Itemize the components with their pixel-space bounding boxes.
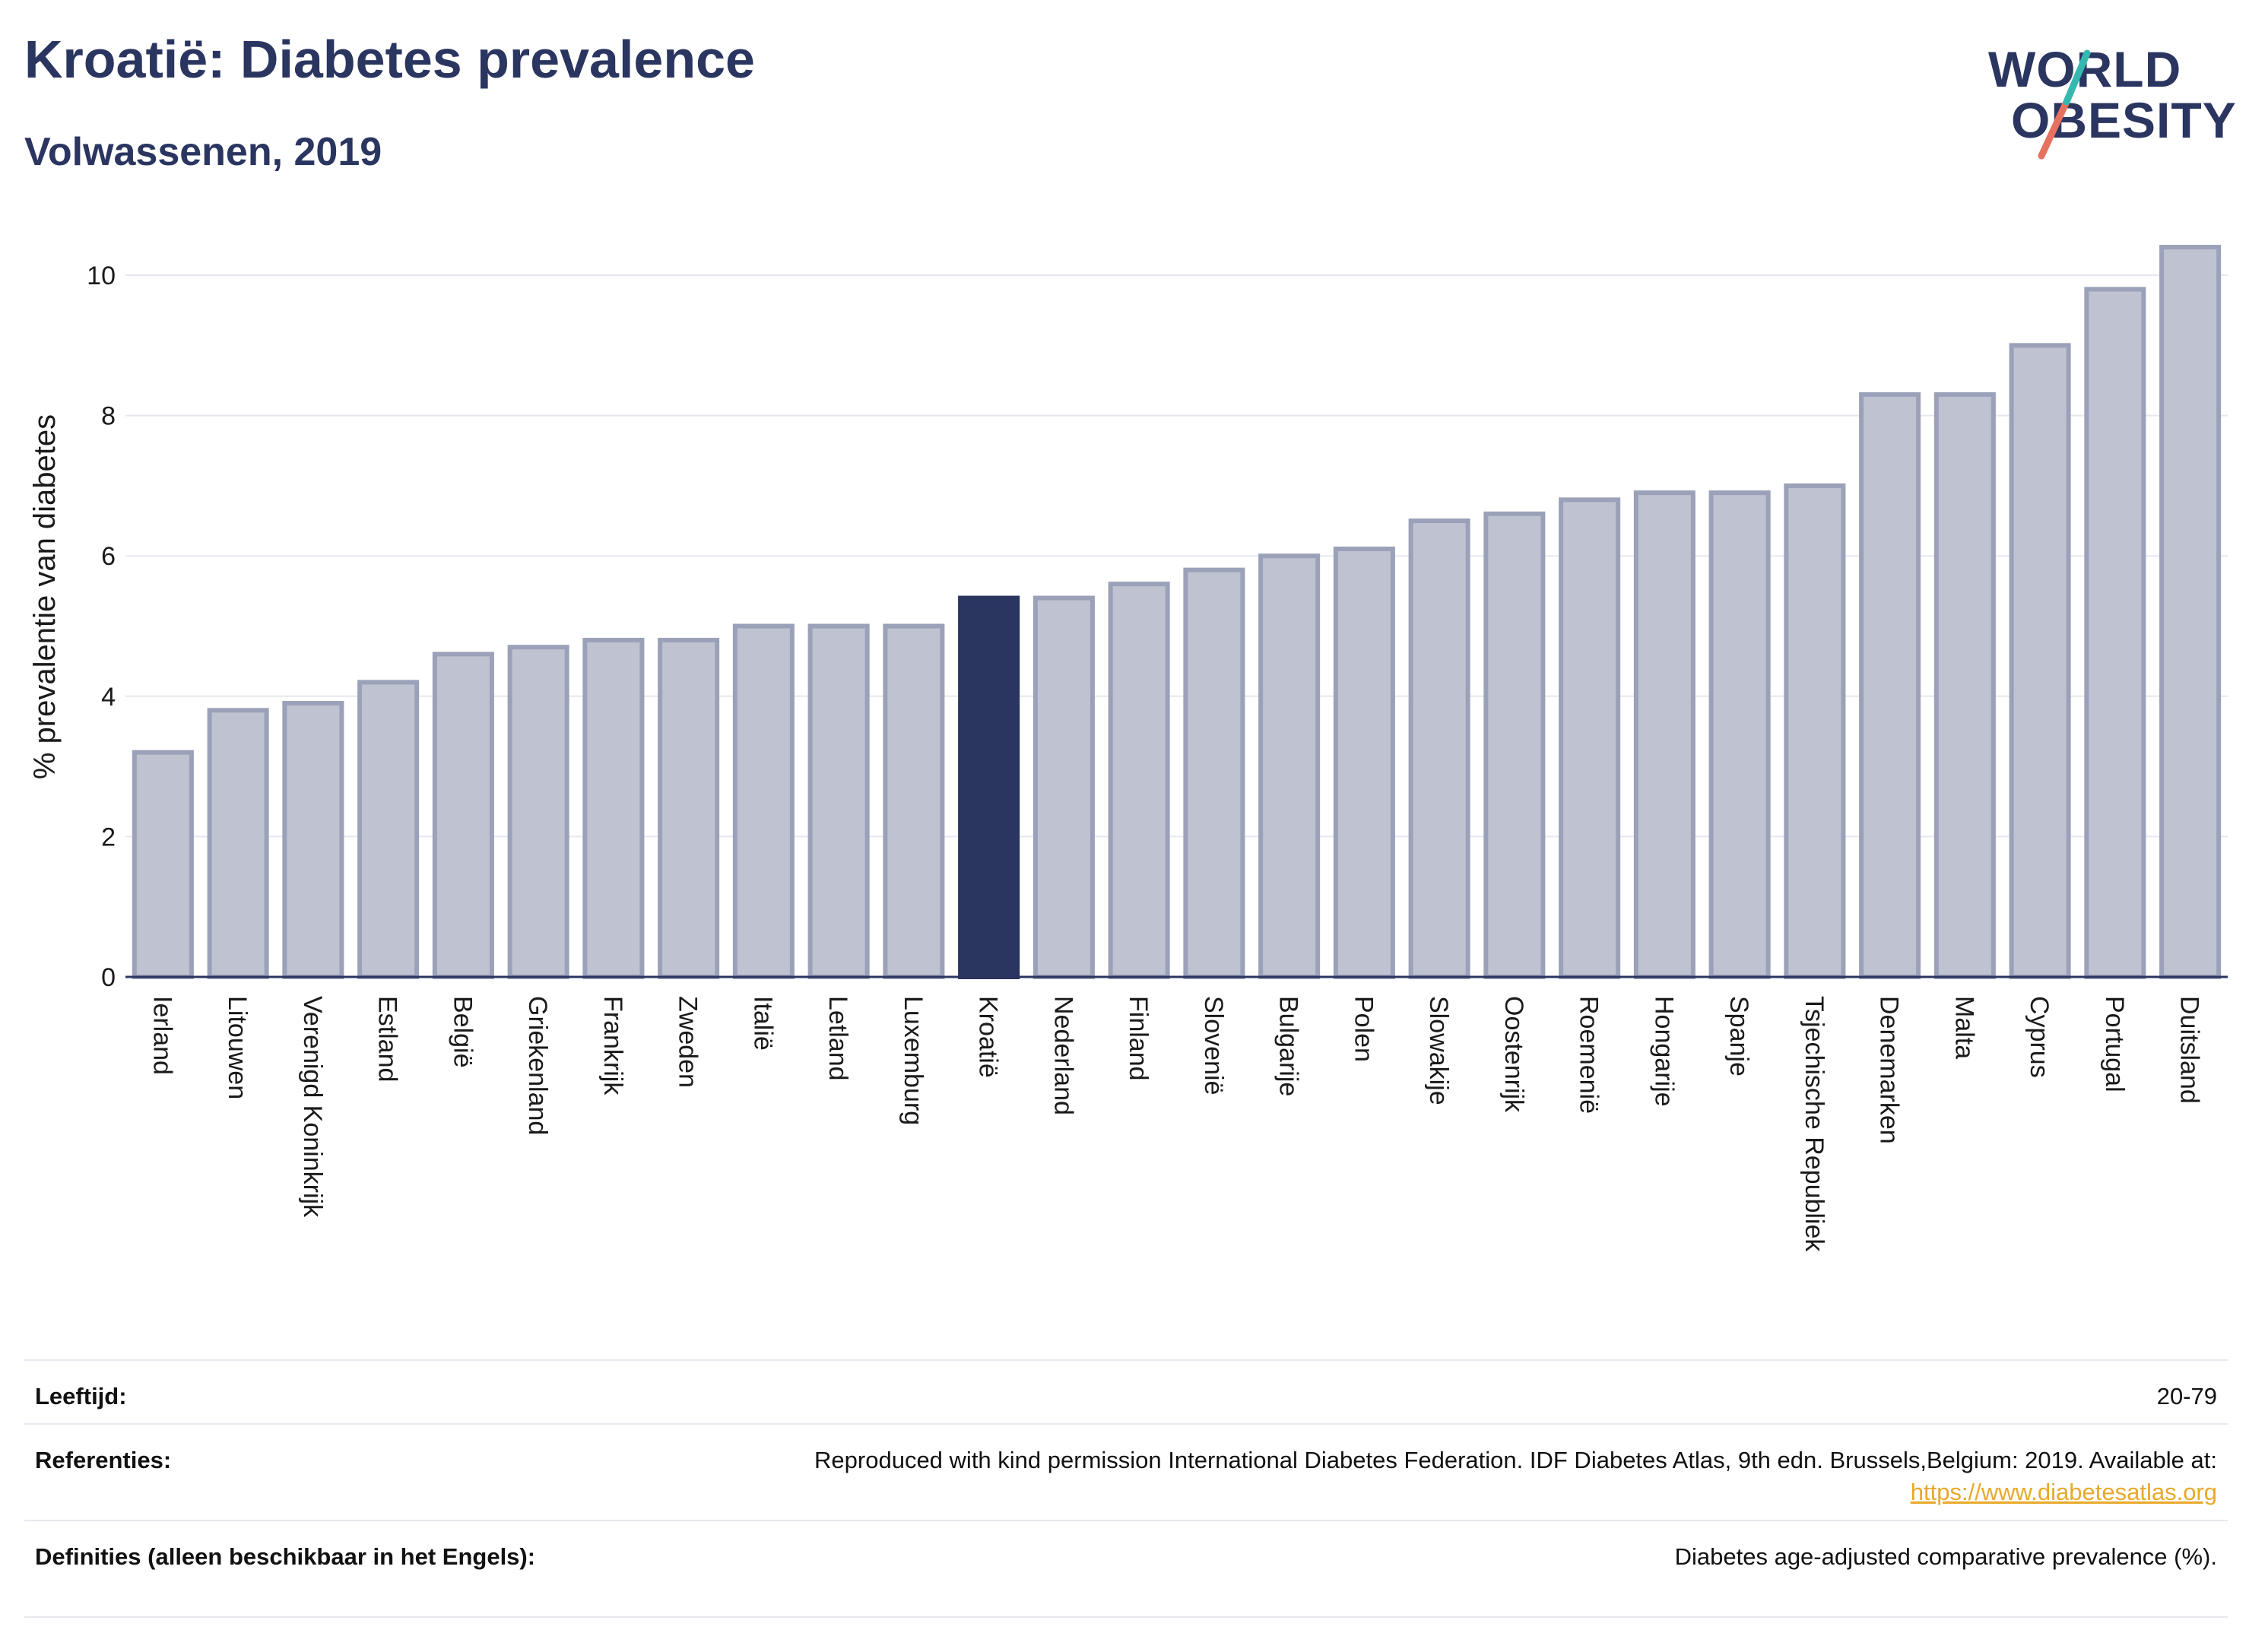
x-tick-label: Cyprus — [2025, 996, 2054, 1078]
age-label: Leeftijd: — [35, 1383, 127, 1409]
bars — [125, 245, 2228, 980]
bar[interactable] — [582, 637, 645, 980]
x-tick-label: Luxemburg — [899, 996, 928, 1125]
age-value: 20-79 — [2156, 1383, 2217, 1409]
bar[interactable] — [2009, 343, 2071, 979]
bar[interactable] — [2159, 245, 2222, 979]
y-tick-label: 6 — [101, 542, 116, 571]
y-tick-label: 0 — [101, 963, 116, 992]
x-tick-labels: Ierland Litouwen Verenigd Koninkrijk Estlan… — [148, 996, 2203, 1252]
bar[interactable] — [282, 701, 344, 980]
x-tick-label: Finland — [1124, 996, 1153, 1081]
bar[interactable] — [732, 623, 795, 979]
bar[interactable] — [1108, 582, 1170, 979]
x-tick-label: Denemarken — [1875, 996, 1904, 1144]
x-tick-label: Griekenland — [523, 996, 552, 1135]
info-row-age: Leeftijd: 20-79 — [24, 1359, 2228, 1423]
bar[interactable] — [1183, 567, 1245, 979]
bar[interactable] — [1559, 497, 1621, 979]
y-axis-label: % prevalentie van diabetes — [28, 414, 62, 779]
x-tick-label: Roemenië — [1575, 996, 1603, 1114]
bar-highlighted[interactable] — [958, 595, 1020, 980]
references-link[interactable]: https://www.diabetesatlas.org — [1910, 1479, 2217, 1505]
x-tick-label: Malta — [1949, 996, 1978, 1059]
x-tick-label: Hongarije — [1649, 996, 1678, 1107]
x-tick-label: Italië — [748, 996, 777, 1051]
bar[interactable] — [1333, 546, 1395, 979]
bar[interactable] — [432, 652, 494, 979]
bar[interactable] — [2084, 287, 2146, 979]
bar[interactable] — [1708, 490, 1771, 979]
x-tick-label: Litouwen — [223, 996, 252, 1099]
x-tick-label: Nederland — [1048, 996, 1077, 1115]
y-tick-label: 4 — [101, 683, 116, 712]
info-row-references: Referenties: Reproduced with kind permis… — [24, 1423, 2228, 1520]
bar[interactable] — [1408, 518, 1470, 979]
y-tick-label: 10 — [87, 262, 116, 290]
info-table: Leeftijd: 20-79 Referenties: Reproduced … — [24, 1359, 2228, 1618]
bar[interactable] — [1483, 511, 1546, 979]
y-tick-label: 8 — [101, 402, 116, 431]
x-tick-label: Portugal — [2100, 996, 2129, 1092]
x-tick-label: Polen — [1349, 996, 1378, 1062]
chart-subtitle: Volwassenen, 2019 — [24, 130, 382, 174]
logo-slash-icon — [2038, 49, 2091, 160]
x-tick-label: Zweden — [674, 996, 703, 1088]
x-tick-label: Oostenrijk — [1499, 996, 1528, 1113]
references-value: Reproduced with kind permission Internat… — [620, 1444, 2217, 1508]
bar[interactable] — [357, 680, 420, 980]
bar[interactable] — [1258, 553, 1321, 979]
bar[interactable] — [807, 623, 870, 979]
bar[interactable] — [132, 750, 194, 979]
x-tick-label: Kroatië — [974, 996, 1003, 1078]
x-tick-label: Tsjechische Republiek — [1800, 996, 1829, 1252]
definitions-value: Diabetes age-adjusted comparative preval… — [1674, 1543, 2217, 1570]
x-tick-label: Slovenië — [1199, 996, 1228, 1095]
references-text: Reproduced with kind permission Internat… — [814, 1447, 2217, 1473]
x-tick-label: Verenigd Koninkrijk — [298, 996, 327, 1218]
x-tick-label: Letland — [823, 996, 852, 1081]
bar[interactable] — [883, 623, 945, 979]
x-tick-label: Spanje — [1724, 996, 1753, 1076]
bar[interactable] — [207, 708, 269, 979]
chart-title: Kroatië: Diabetes prevalence — [24, 30, 755, 89]
bar[interactable] — [1859, 392, 1921, 979]
bar-chart: 0 2 4 6 8 10 Ierland Litouwen Verenigd Koninkri… — [28, 245, 2228, 1252]
bar[interactable] — [1633, 490, 1695, 979]
x-tick-label: Slowakije — [1424, 996, 1453, 1105]
references-label: Referenties: — [35, 1447, 172, 1473]
bar[interactable] — [1933, 392, 1996, 979]
world-obesity-logo[interactable]: WORLD OBESITY — [1988, 23, 2236, 160]
x-tick-label: Ierland — [148, 996, 176, 1075]
x-tick-label: Bulgarije — [1274, 996, 1303, 1096]
bar[interactable] — [1784, 483, 1846, 979]
y-tick-labels: 0 2 4 6 8 10 — [87, 262, 116, 992]
x-tick-label: België — [448, 996, 477, 1068]
definitions-label: Definities (alleen beschikbaar in het En… — [35, 1543, 536, 1570]
x-tick-label: Estland — [373, 996, 402, 1082]
y-tick-label: 2 — [101, 823, 116, 851]
bar[interactable] — [658, 637, 720, 980]
x-tick-label: Frankrijk — [598, 996, 627, 1096]
info-row-definitions: Definities (alleen beschikbaar in het En… — [24, 1520, 2228, 1618]
bar[interactable] — [1033, 595, 1095, 980]
x-tick-label: Duitsland — [2175, 996, 2204, 1104]
bar[interactable] — [507, 645, 569, 979]
